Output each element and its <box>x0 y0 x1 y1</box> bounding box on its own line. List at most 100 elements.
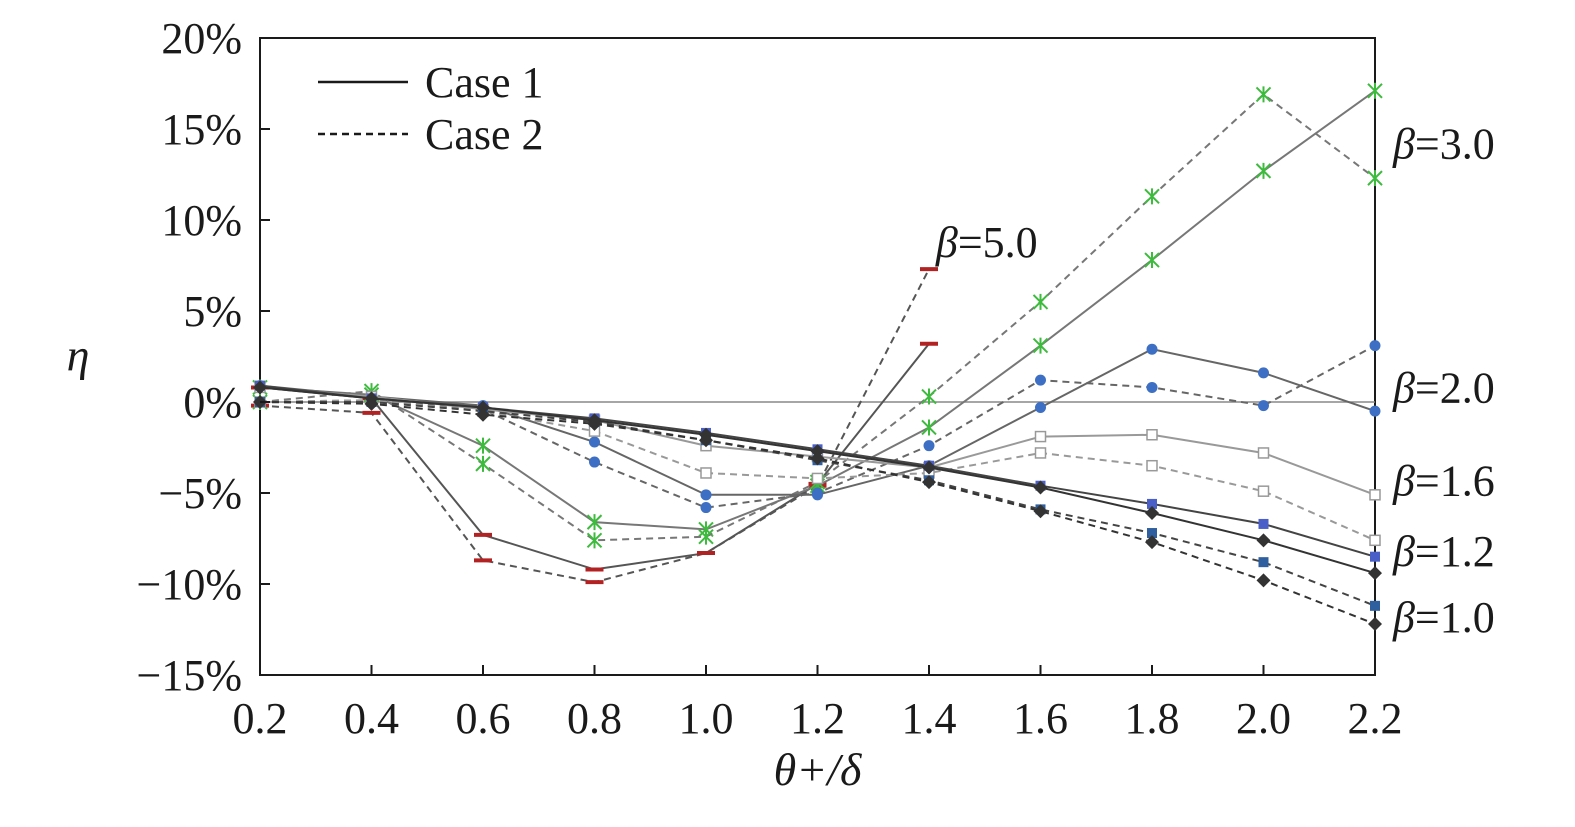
point-3-3 <box>586 532 603 549</box>
point-2-10 <box>1367 82 1383 99</box>
point-3-8 <box>1144 188 1160 205</box>
point-7-4 <box>700 467 712 479</box>
point-3-4 <box>698 528 714 545</box>
y-tick-label-5: −5% <box>159 469 242 518</box>
point-11-2 <box>476 407 490 422</box>
point-6-8 <box>1146 429 1158 441</box>
point-4-7 <box>1035 401 1046 413</box>
beta-label-3: β=1.2 <box>1392 527 1495 576</box>
x-tick-label-3: 0.8 <box>567 694 622 743</box>
point-7-9 <box>1257 485 1270 497</box>
point-5-8 <box>1146 381 1158 393</box>
point-11-1 <box>364 396 379 411</box>
point-4-8 <box>1146 343 1158 355</box>
point-11-6 <box>922 475 936 490</box>
ticks-layer <box>259 37 1376 676</box>
point-8-8 <box>1147 498 1157 509</box>
beta-label-0: β=3.0 <box>1392 120 1495 169</box>
point-7-10 <box>1369 534 1381 547</box>
x-tick-label-9: 2.0 <box>1236 694 1291 743</box>
beta-label-2: β=1.6 <box>1392 456 1495 505</box>
point-7-8 <box>1146 459 1158 472</box>
point-8-9 <box>1258 518 1269 529</box>
point-10-9 <box>1256 533 1271 548</box>
point-5-3 <box>589 456 600 468</box>
series-line-11 <box>259 401 1376 625</box>
point-8-10 <box>1370 551 1380 562</box>
legend: Case 1 Case 2 <box>318 58 544 159</box>
x-tick-label-10: 2.2 <box>1348 694 1403 743</box>
point-2-8 <box>1144 252 1160 269</box>
point-4-4 <box>700 489 712 501</box>
x-tick-labels: 0.2 0.4 0.6 0.8 1.0 1.2 1.4 1.6 1.8 2.0 2.2 <box>233 694 1403 743</box>
point-7-5 <box>811 472 824 485</box>
point-2-6 <box>921 419 937 436</box>
point-5-4 <box>700 502 712 514</box>
point-5-10 <box>1369 340 1381 352</box>
y-tick-label-7: −15% <box>137 651 242 700</box>
beta-annotations: β=3.0 β=2.0 β=1.6 β=1.2 β=1.0 β=5.0 <box>935 120 1495 642</box>
point-5-6 <box>923 440 935 452</box>
point-6-10 <box>1369 489 1381 501</box>
point-10-0 <box>253 380 267 395</box>
point-10-6 <box>922 460 936 475</box>
point-5-7 <box>1035 374 1046 386</box>
point-3-6 <box>921 388 937 405</box>
point-6-9 <box>1257 447 1270 459</box>
legend-label-case-2: Case 2 <box>425 110 544 159</box>
point-4-3 <box>589 436 600 448</box>
point-11-10 <box>1368 617 1382 632</box>
series-layer <box>251 82 1383 632</box>
point-3-7 <box>1032 293 1049 310</box>
y-tick-labels: 20% 15% 10% 5% 0% −5% −10% −15% <box>137 14 242 700</box>
point-11-7 <box>1033 504 1048 519</box>
x-tick-label-1: 0.4 <box>344 694 399 743</box>
x-tick-label-5: 1.2 <box>790 694 845 743</box>
x-axis-label: θ+/δ <box>774 744 862 795</box>
point-2-7 <box>1032 337 1049 354</box>
series-beta-1.0-case-2 <box>253 395 1382 632</box>
point-11-9 <box>1256 573 1271 588</box>
beta-label-4: β=1.0 <box>1392 593 1495 642</box>
series-line-9 <box>260 401 1376 607</box>
x-tick-label-0: 0.2 <box>233 694 288 743</box>
point-10-8 <box>1145 506 1159 521</box>
series-beta-5.0-case-2 <box>251 267 938 585</box>
point-11-8 <box>1145 535 1159 550</box>
point-6-7 <box>1034 430 1047 443</box>
point-10-10 <box>1368 566 1382 581</box>
point-5-9 <box>1258 400 1269 412</box>
x-tick-label-4: 1.0 <box>679 694 734 743</box>
point-9-8 <box>1147 528 1157 539</box>
point-4-9 <box>1258 367 1269 379</box>
x-tick-label-7: 1.6 <box>1013 694 1068 743</box>
y-tick-label-2: 10% <box>161 196 242 245</box>
legend-label-case-1: Case 1 <box>425 58 544 107</box>
point-5-5 <box>812 487 823 499</box>
point-9-9 <box>1258 557 1269 568</box>
point-2-2 <box>475 437 491 454</box>
point-11-4 <box>699 433 713 448</box>
x-tick-label-6: 1.4 <box>902 694 957 743</box>
x-tick-label-2: 0.6 <box>456 694 511 743</box>
point-7-7 <box>1034 447 1047 459</box>
y-axis-label: η <box>67 330 90 381</box>
point-3-2 <box>475 455 491 472</box>
point-3-10 <box>1367 170 1383 187</box>
x-tick-label-8: 1.8 <box>1125 694 1180 743</box>
beta-label-5: β=5.0 <box>935 218 1038 267</box>
point-11-3 <box>587 416 602 431</box>
y-tick-label-6: −10% <box>137 560 242 609</box>
point-11-5 <box>810 451 825 466</box>
point-10-7 <box>1033 480 1048 495</box>
y-tick-label-4: 0% <box>183 378 242 427</box>
point-3-9 <box>1255 86 1272 103</box>
point-9-10 <box>1370 600 1380 611</box>
point-2-3 <box>586 514 603 531</box>
point-2-9 <box>1255 162 1272 179</box>
point-10-2 <box>476 400 490 415</box>
y-tick-label-0: 20% <box>161 14 242 63</box>
y-tick-label-3: 5% <box>183 287 242 336</box>
beta-label-1: β=2.0 <box>1392 363 1495 412</box>
